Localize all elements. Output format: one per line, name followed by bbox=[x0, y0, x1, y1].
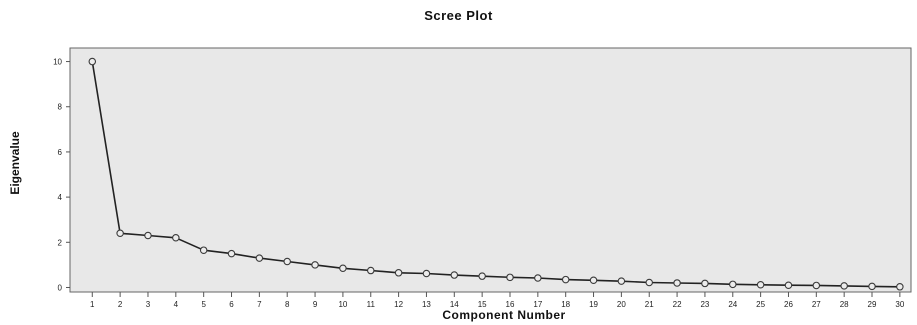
x-tick-label-11: 11 bbox=[367, 300, 376, 309]
y-tick-label-0: 0 bbox=[58, 283, 63, 292]
data-point-22 bbox=[673, 279, 681, 287]
data-point-29 bbox=[868, 282, 876, 291]
x-tick-label-13: 13 bbox=[422, 300, 431, 309]
data-point-7 bbox=[255, 254, 264, 262]
x-tick-label-9: 9 bbox=[313, 300, 318, 309]
x-tick-label-5: 5 bbox=[201, 300, 206, 309]
x-tick-label-6: 6 bbox=[229, 300, 234, 309]
x-tick-label-8: 8 bbox=[285, 300, 290, 309]
data-point-11 bbox=[367, 266, 375, 275]
x-tick-label-21: 21 bbox=[645, 300, 654, 309]
data-point-4 bbox=[172, 234, 180, 242]
x-tick-label-30: 30 bbox=[895, 300, 904, 309]
data-point-13 bbox=[422, 269, 431, 278]
x-tick-label-2: 2 bbox=[118, 300, 123, 309]
x-tick-label-17: 17 bbox=[533, 300, 542, 309]
x-axis-label: Component Number bbox=[442, 308, 566, 322]
x-tick-label-27: 27 bbox=[812, 300, 821, 309]
data-point-27 bbox=[812, 281, 821, 290]
data-point-8 bbox=[283, 257, 291, 266]
data-point-1 bbox=[88, 57, 97, 66]
data-point-12 bbox=[394, 269, 403, 277]
y-tick-label-4: 4 bbox=[58, 193, 63, 202]
x-tick-label-19: 19 bbox=[589, 300, 598, 309]
x-tick-label-24: 24 bbox=[728, 300, 737, 309]
data-point-19 bbox=[589, 276, 598, 285]
data-point-16 bbox=[506, 273, 514, 282]
data-point-23 bbox=[701, 279, 709, 288]
y-tick-label-6: 6 bbox=[58, 148, 63, 157]
x-tick-label-10: 10 bbox=[338, 300, 347, 309]
y-axis: 0 2 4 6 8 10 bbox=[53, 58, 70, 292]
x-tick-label-18: 18 bbox=[561, 300, 570, 309]
data-point-18 bbox=[561, 275, 570, 284]
data-point-17 bbox=[534, 274, 542, 282]
chart-title: Scree Plot bbox=[424, 8, 493, 23]
data-point-25 bbox=[756, 281, 765, 289]
data-point-9 bbox=[311, 261, 319, 269]
data-point-21 bbox=[645, 278, 653, 287]
data-point-24 bbox=[729, 280, 737, 289]
data-point-2 bbox=[116, 229, 124, 238]
x-tick-label-16: 16 bbox=[506, 300, 515, 309]
x-tick-label-12: 12 bbox=[394, 300, 403, 309]
x-axis: 1 2 3 4 5 6 7 8 9 10 11 12 13 14 15 16 17 18 19 20 21 22 23 24 2… bbox=[90, 292, 905, 309]
data-point-3 bbox=[144, 231, 152, 240]
eigenvalue-markers bbox=[88, 57, 904, 291]
x-tick-label-25: 25 bbox=[756, 300, 765, 309]
x-tick-label-14: 14 bbox=[450, 300, 459, 309]
x-tick-label-1: 1 bbox=[90, 300, 95, 309]
x-tick-label-29: 29 bbox=[868, 300, 877, 309]
data-point-28 bbox=[840, 282, 848, 290]
data-point-10 bbox=[339, 264, 347, 273]
x-tick-label-4: 4 bbox=[174, 300, 179, 309]
plot-area bbox=[69, 47, 912, 293]
data-point-30 bbox=[896, 283, 904, 291]
x-tick-label-15: 15 bbox=[478, 300, 487, 309]
x-tick-label-3: 3 bbox=[146, 300, 151, 309]
data-point-6 bbox=[227, 249, 236, 258]
data-point-20 bbox=[617, 277, 626, 285]
eigenvalue-line bbox=[91, 61, 900, 288]
y-tick-label-10: 10 bbox=[53, 58, 62, 67]
x-tick-label-26: 26 bbox=[784, 300, 793, 309]
data-point-5 bbox=[199, 246, 208, 254]
y-tick-label-2: 2 bbox=[58, 238, 63, 247]
x-tick-label-28: 28 bbox=[840, 300, 849, 309]
x-tick-label-7: 7 bbox=[257, 300, 262, 309]
data-point-26 bbox=[784, 281, 793, 289]
y-tick-label-8: 8 bbox=[58, 103, 63, 112]
x-tick-label-20: 20 bbox=[617, 300, 626, 309]
data-point-14 bbox=[450, 271, 459, 279]
data-point-15 bbox=[478, 272, 486, 280]
x-tick-label-23: 23 bbox=[700, 300, 709, 309]
x-tick-label-22: 22 bbox=[673, 300, 682, 309]
